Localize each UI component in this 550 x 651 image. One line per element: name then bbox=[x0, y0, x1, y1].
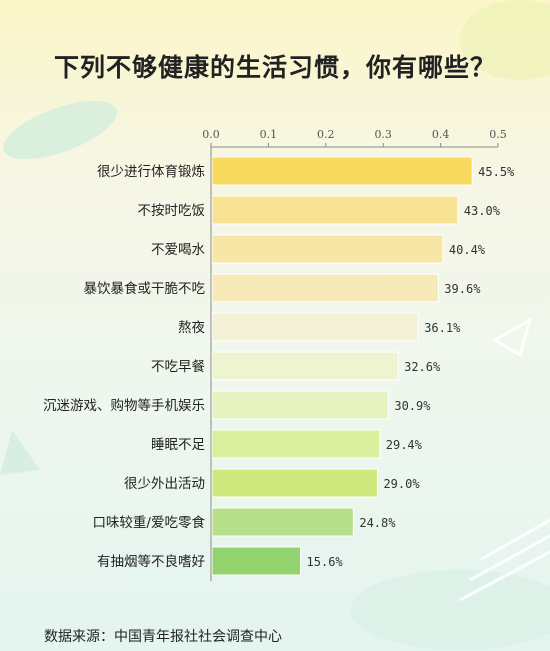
category-label: 不爱喝水 bbox=[151, 242, 205, 258]
bar bbox=[211, 546, 302, 576]
bar bbox=[211, 390, 389, 420]
data-label: 39.6% bbox=[444, 282, 481, 296]
data-label: 45.5% bbox=[478, 165, 515, 179]
x-tick-label: 0.2 bbox=[317, 128, 335, 141]
bar bbox=[211, 468, 378, 498]
category-label: 很少外出活动 bbox=[124, 476, 205, 492]
category-label: 口味较重/爱吃零食 bbox=[92, 514, 205, 531]
bar bbox=[211, 273, 439, 303]
chart-title: 下列不够健康的生活习惯，你有哪些？ bbox=[53, 53, 496, 82]
bar bbox=[211, 351, 399, 381]
category-label: 很少进行体育锻炼 bbox=[97, 164, 205, 180]
x-tick-label: 0.5 bbox=[489, 128, 507, 141]
data-label: 40.4% bbox=[449, 243, 486, 257]
category-label: 不按时吃饭 bbox=[138, 203, 206, 219]
data-label: 43.0% bbox=[464, 204, 501, 218]
data-label: 29.0% bbox=[383, 477, 420, 491]
x-tick-label: 0.0 bbox=[202, 128, 220, 141]
category-label: 睡眠不足 bbox=[151, 437, 205, 453]
data-label: 29.4% bbox=[386, 438, 423, 452]
category-label: 暴饮暴食或干脆不吃 bbox=[84, 280, 206, 297]
category-label: 有抽烟等不良嗜好 bbox=[97, 553, 205, 570]
data-label: 32.6% bbox=[404, 360, 441, 374]
bar bbox=[211, 312, 419, 342]
category-label: 沉迷游戏、购物等手机娱乐 bbox=[43, 397, 205, 414]
bar bbox=[211, 429, 381, 459]
category-label: 不吃早餐 bbox=[151, 359, 205, 375]
bar bbox=[211, 234, 444, 264]
data-label: 30.9% bbox=[394, 399, 431, 413]
x-tick-label: 0.4 bbox=[432, 128, 450, 141]
data-label: 15.6% bbox=[307, 555, 344, 569]
data-label: 24.8% bbox=[359, 516, 396, 530]
bar bbox=[211, 507, 354, 537]
x-tick-label: 0.1 bbox=[260, 128, 278, 141]
data-label: 36.1% bbox=[424, 321, 461, 335]
x-tick-label: 0.3 bbox=[374, 128, 392, 141]
bar bbox=[211, 195, 459, 225]
bar bbox=[211, 156, 473, 186]
category-label: 熬夜 bbox=[178, 320, 205, 336]
data-source: 数据来源：中国青年报社社会调查中心 bbox=[44, 629, 282, 645]
